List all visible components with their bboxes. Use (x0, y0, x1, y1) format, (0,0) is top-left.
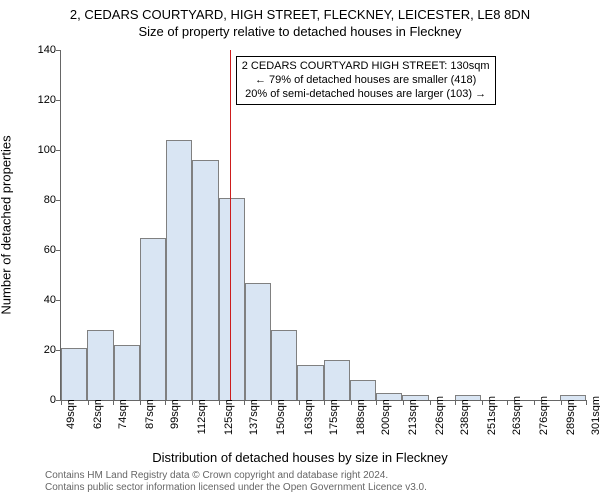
xtick-label: 163sqm (303, 396, 315, 435)
ytick-mark (56, 300, 61, 301)
histogram-plot: 2 CEDARS COURTYARD HIGH STREET: 130sqm ←… (60, 50, 586, 401)
histogram-bar (87, 330, 113, 400)
xtick-label: 175sqm (328, 396, 340, 435)
xtick-mark (351, 400, 352, 405)
xtick-label: 301sqm (590, 396, 600, 435)
xtick-label: 289sqm (565, 396, 577, 435)
xtick-label: 137sqm (248, 396, 260, 435)
xtick-mark (140, 400, 141, 405)
histogram-bar (271, 330, 297, 400)
histogram-bar (61, 348, 87, 401)
reference-line (230, 50, 231, 400)
ytick-label: 80 (26, 194, 56, 206)
ytick-label: 120 (26, 94, 56, 106)
footer-line-2: Contains public sector information licen… (45, 482, 427, 494)
histogram-bar (140, 238, 166, 401)
xtick-mark (113, 400, 114, 405)
histogram-bar (114, 345, 140, 400)
ytick-mark (56, 200, 61, 201)
xtick-mark (430, 400, 431, 405)
xtick-mark (561, 400, 562, 405)
xtick-mark (165, 400, 166, 405)
title-subtitle: Size of property relative to detached ho… (0, 24, 600, 39)
ytick-label: 100 (26, 144, 56, 156)
xtick-label: 226sqm (434, 396, 446, 435)
histogram-bar (297, 365, 323, 400)
info-line-1: 2 CEDARS COURTYARD HIGH STREET: 130sqm (242, 60, 490, 74)
histogram-bar (192, 160, 218, 400)
xtick-mark (192, 400, 193, 405)
info-box: 2 CEDARS COURTYARD HIGH STREET: 130sqm ←… (236, 56, 496, 105)
xtick-mark (455, 400, 456, 405)
xtick-label: 112sqm (196, 396, 208, 434)
histogram-bar (402, 395, 428, 400)
xtick-label: 125sqm (223, 396, 235, 435)
xtick-mark (271, 400, 272, 405)
histogram-bar (455, 395, 481, 400)
info-line-3: 20% of semi-detached houses are larger (… (242, 88, 490, 102)
xtick-label: 213sqm (407, 396, 419, 435)
xtick-mark (586, 400, 587, 405)
footer-line-1: Contains HM Land Registry data © Crown c… (45, 470, 427, 482)
histogram-bar (219, 198, 245, 401)
info-line-2: ← 79% of detached houses are smaller (41… (242, 74, 490, 88)
xtick-mark (534, 400, 535, 405)
xtick-mark (403, 400, 404, 405)
histogram-bar (376, 393, 402, 401)
xtick-mark (299, 400, 300, 405)
xtick-mark (61, 400, 62, 405)
xtick-label: 276sqm (538, 396, 550, 435)
xtick-mark (376, 400, 377, 405)
histogram-bar (324, 360, 350, 400)
ytick-label: 0 (26, 394, 56, 406)
histogram-bar (245, 283, 271, 401)
title-address: 2, CEDARS COURTYARD, HIGH STREET, FLECKN… (0, 7, 600, 22)
ytick-label: 140 (26, 44, 56, 56)
histogram-bar (166, 140, 192, 400)
xtick-label: 62sqm (92, 396, 104, 429)
ytick-label: 60 (26, 244, 56, 256)
ytick-label: 40 (26, 294, 56, 306)
ytick-label: 20 (26, 344, 56, 356)
xtick-label: 49sqm (65, 396, 77, 429)
ytick-mark (56, 150, 61, 151)
x-axis-label: Distribution of detached houses by size … (0, 450, 600, 465)
xtick-label: 238sqm (459, 396, 471, 435)
xtick-mark (324, 400, 325, 405)
xtick-label: 251sqm (486, 396, 498, 435)
histogram-bar (560, 395, 586, 400)
xtick-mark (507, 400, 508, 405)
xtick-mark (219, 400, 220, 405)
xtick-label: 99sqm (169, 396, 181, 429)
xtick-label: 263sqm (511, 396, 523, 435)
xtick-label: 150sqm (275, 396, 287, 435)
xtick-mark (88, 400, 89, 405)
xtick-label: 200sqm (380, 396, 392, 435)
xtick-label: 74sqm (117, 396, 129, 429)
ytick-mark (56, 250, 61, 251)
xtick-mark (244, 400, 245, 405)
xtick-label: 87sqm (144, 396, 156, 429)
y-axis-label: Number of detached properties (0, 135, 14, 314)
xtick-label: 188sqm (355, 396, 367, 435)
histogram-bar (350, 380, 376, 400)
ytick-mark (56, 100, 61, 101)
xtick-mark (482, 400, 483, 405)
footer-attribution: Contains HM Land Registry data © Crown c… (45, 470, 427, 494)
ytick-mark (56, 50, 61, 51)
